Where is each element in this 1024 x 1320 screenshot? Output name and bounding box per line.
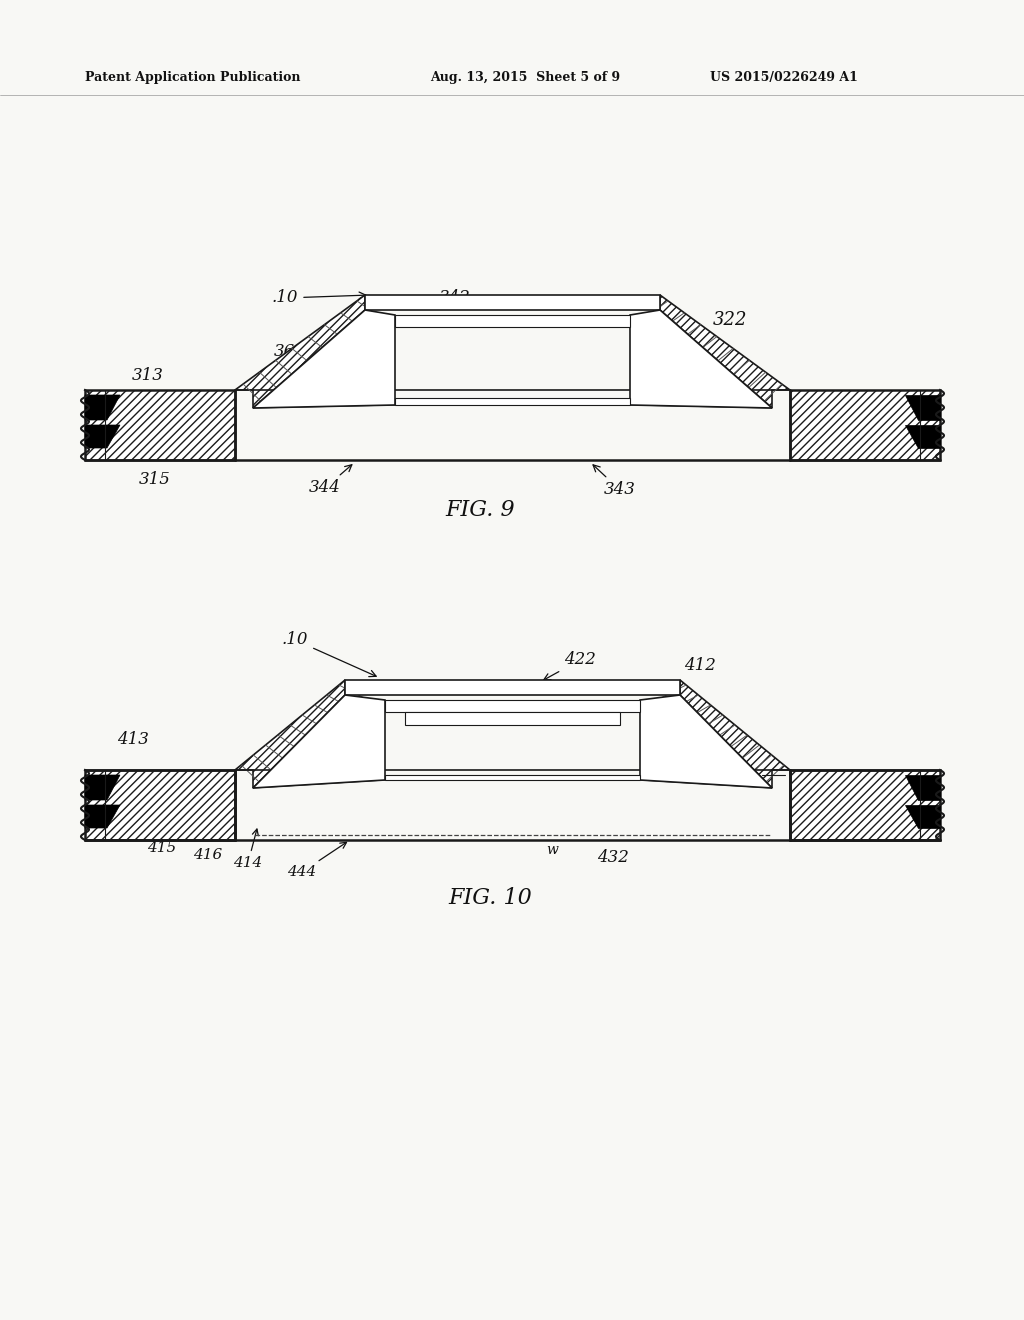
Polygon shape — [85, 770, 234, 840]
Polygon shape — [234, 294, 365, 408]
Polygon shape — [660, 294, 790, 408]
Polygon shape — [630, 310, 772, 408]
Polygon shape — [385, 775, 640, 780]
Polygon shape — [85, 805, 120, 828]
Polygon shape — [905, 395, 940, 420]
Text: US 2015/0226249 A1: US 2015/0226249 A1 — [710, 71, 858, 84]
Text: 432: 432 — [597, 850, 629, 866]
Polygon shape — [85, 395, 120, 420]
Polygon shape — [365, 294, 660, 310]
Polygon shape — [905, 425, 940, 447]
Polygon shape — [253, 696, 385, 788]
Text: Patent Application Publication: Patent Application Publication — [85, 71, 300, 84]
Text: FIG. 9: FIG. 9 — [445, 499, 515, 521]
Polygon shape — [395, 315, 630, 327]
Text: 362: 362 — [274, 343, 316, 368]
Text: .10: .10 — [282, 631, 376, 677]
Text: 342: 342 — [439, 289, 471, 306]
Polygon shape — [85, 389, 234, 459]
Text: 422: 422 — [544, 652, 596, 680]
Polygon shape — [385, 700, 640, 711]
Text: 315: 315 — [139, 471, 171, 488]
Text: Aug. 13, 2015  Sheet 5 of 9: Aug. 13, 2015 Sheet 5 of 9 — [430, 71, 621, 84]
Polygon shape — [406, 711, 620, 725]
Polygon shape — [85, 425, 120, 447]
Polygon shape — [905, 775, 940, 800]
Polygon shape — [790, 770, 940, 840]
Text: 413: 413 — [117, 731, 148, 748]
Text: 322: 322 — [713, 312, 748, 329]
Polygon shape — [234, 680, 345, 788]
Polygon shape — [680, 680, 790, 788]
Text: 415: 415 — [147, 841, 176, 855]
Text: 344: 344 — [309, 465, 352, 496]
Polygon shape — [345, 680, 680, 696]
Polygon shape — [395, 399, 630, 405]
Text: 444: 444 — [288, 842, 346, 879]
Text: FIG. 10: FIG. 10 — [449, 887, 531, 909]
Text: 313: 313 — [132, 367, 164, 384]
Text: 416: 416 — [194, 847, 222, 862]
Text: 412: 412 — [684, 656, 716, 673]
Text: .10: .10 — [271, 289, 366, 306]
Polygon shape — [790, 389, 940, 459]
Text: w: w — [546, 843, 558, 857]
Text: 414: 414 — [233, 829, 262, 870]
Polygon shape — [85, 775, 120, 800]
Polygon shape — [905, 805, 940, 828]
Polygon shape — [253, 310, 395, 408]
Text: 343: 343 — [593, 465, 636, 499]
Polygon shape — [640, 696, 772, 788]
